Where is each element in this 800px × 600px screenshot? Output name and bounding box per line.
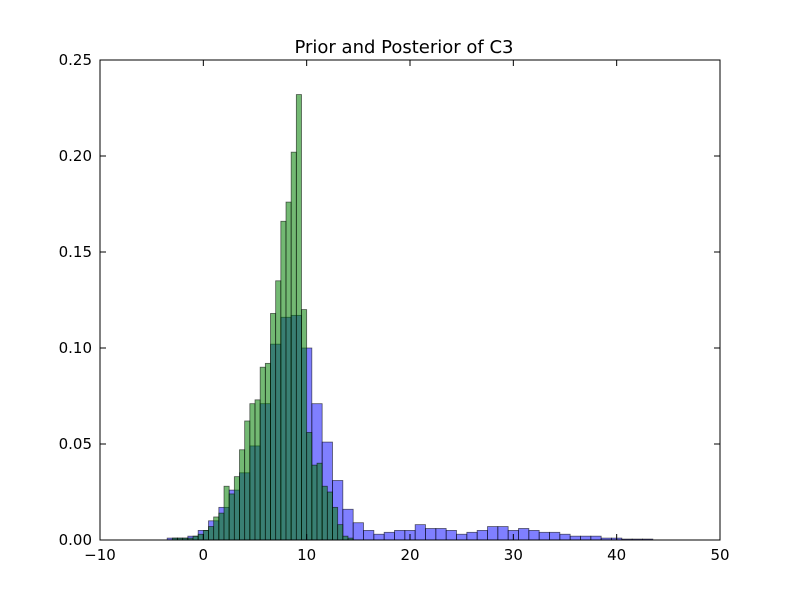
histogram-bar-series-1 [383, 531, 395, 541]
histogram-bar-series-2 [228, 493, 235, 541]
histogram-bar-series-1 [342, 508, 354, 541]
histogram-bar-series-1 [559, 533, 571, 541]
y-tick-label: 0.10 [59, 339, 92, 357]
histogram-bar-series-2 [233, 476, 240, 541]
histogram-bar-series-2 [311, 464, 318, 541]
x-tick-label: 50 [710, 546, 729, 564]
histogram-bar-series-2 [332, 506, 339, 541]
y-tick-label: 0.00 [59, 531, 92, 549]
histogram-bar-series-1 [352, 522, 364, 541]
histogram-bar-series-1 [425, 528, 437, 541]
ticks-layer [99, 59, 721, 541]
y-tick-label: 0.20 [59, 147, 92, 165]
histogram-bar-series-1 [414, 524, 426, 541]
histogram-bar-series-2 [244, 420, 251, 541]
histogram-bar-series-1 [528, 530, 540, 541]
histogram-bar-series-1 [445, 530, 457, 541]
histogram-bar-series-2 [316, 462, 323, 541]
histogram-bar-series-2 [280, 220, 287, 541]
histogram-bar-series-2 [254, 399, 261, 541]
histogram-bar-series-1 [518, 528, 530, 541]
histogram-bar-series-2 [249, 403, 256, 541]
histogram-bar-series-1 [435, 528, 447, 541]
histogram-bar-series-2 [342, 535, 349, 541]
histogram-bar-series-1 [487, 526, 499, 541]
histogram-bar-series-2 [192, 535, 199, 541]
histogram-bar-series-2 [337, 524, 344, 541]
y-tick-label: 0.05 [59, 435, 92, 453]
x-tick-label: 40 [607, 546, 626, 564]
histogram-bar-series-1 [497, 526, 509, 541]
histogram-bar-series-2 [295, 94, 302, 541]
chart-title: Prior and Posterior of C3 [294, 37, 513, 58]
histogram-bar-series-2 [197, 533, 204, 541]
histogram-bar-series-1 [590, 535, 602, 541]
histogram-bar-series-2 [259, 366, 266, 541]
y-tick-label: 0.25 [59, 51, 92, 69]
histogram-bar-series-2 [321, 485, 328, 541]
histogram-bar-series-2 [301, 309, 308, 541]
histogram-bar-series-1 [569, 535, 581, 541]
y-tick-label: 0.15 [59, 243, 92, 261]
histogram-bar-series-2 [223, 485, 230, 541]
histogram-bar-series-1 [456, 533, 468, 541]
bars-layer [166, 94, 654, 541]
histogram-bar-series-1 [394, 530, 406, 541]
x-tick-label: 20 [400, 546, 419, 564]
histogram-bar-series-2 [285, 201, 292, 541]
histogram-bar-series-2 [239, 449, 246, 541]
histogram-bar-series-2 [275, 280, 282, 541]
histogram-bar-series-1 [363, 530, 375, 541]
x-tick-label: −10 [84, 546, 116, 564]
histogram-bar-series-2 [264, 362, 271, 541]
histogram-bar-series-1 [538, 531, 550, 541]
x-tick-label: 10 [297, 546, 316, 564]
histogram-bar-series-2 [213, 516, 220, 541]
histogram-bar-series-2 [218, 512, 225, 541]
histogram-bar-series-2 [306, 432, 313, 541]
x-tick-label: 30 [504, 546, 523, 564]
histogram-bar-series-2 [208, 526, 215, 541]
histogram-bar-series-1 [476, 530, 488, 541]
histogram-bar-series-2 [202, 530, 209, 541]
histogram-bar-series-1 [549, 531, 561, 541]
histogram-bar-series-2 [290, 151, 297, 541]
histogram-bar-series-1 [373, 533, 385, 541]
histogram-bar-series-2 [326, 491, 333, 541]
histogram-bar-series-1 [580, 535, 592, 541]
labels-layer: −10 0 10 20 30 40 50 0.00 0.05 0.10 0.15 0.20 0.25 [59, 51, 730, 564]
plot-frame [99, 59, 721, 541]
histogram-bar-series-2 [270, 313, 277, 541]
x-tick-label: 0 [199, 546, 209, 564]
histogram-bar-series-1 [466, 531, 478, 541]
